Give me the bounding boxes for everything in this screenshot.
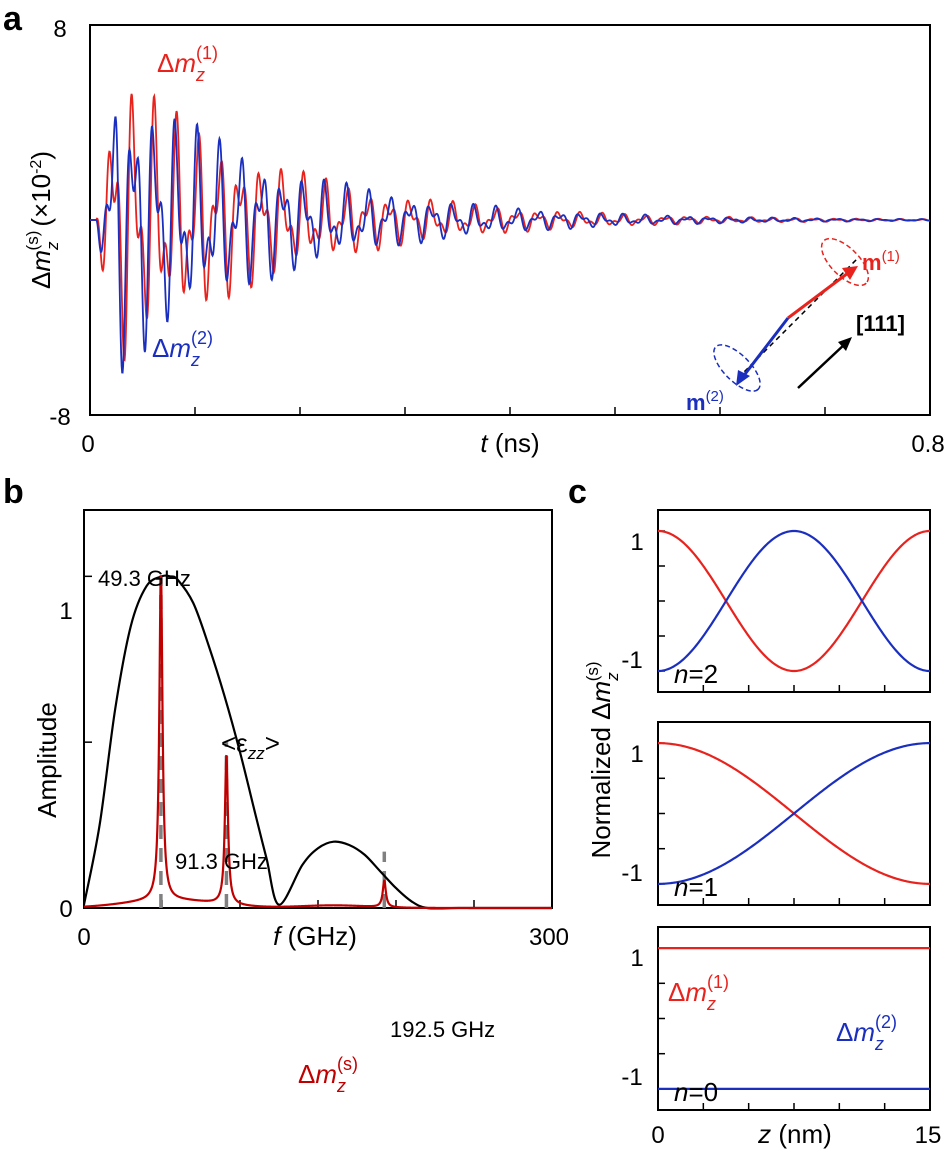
- b-peak-label-2: 91.3 GHz: [175, 849, 268, 874]
- b-ylabel: Amplitude: [32, 702, 62, 818]
- c1-ytick-top: 1: [630, 741, 643, 768]
- inset-m2-arrowhead: [736, 370, 750, 386]
- inset-111-label: [111]: [856, 311, 905, 336]
- c2-ytick-bottom: -1: [621, 647, 642, 674]
- b-xtick-0: 0: [77, 924, 90, 951]
- a-xtick-left: 0: [81, 431, 94, 458]
- b-ytick-1: 1: [59, 598, 72, 625]
- a-legend-m2: Δmz(2): [152, 328, 213, 370]
- precession-inset: m(1) m(2) [111]: [686, 237, 905, 415]
- b-magnetization-curve: [83, 575, 552, 910]
- a-ytick-top: 8: [53, 16, 66, 43]
- c-xlabel: z (nm): [757, 1119, 832, 1149]
- panel-a-label: a: [3, 0, 23, 38]
- c-mode-label-0: n=0: [674, 1077, 718, 1107]
- panel-a-series: [90, 92, 931, 374]
- b-peak-label-3: 192.5 GHz: [390, 1017, 495, 1042]
- c-mode-label-2: n=2: [674, 659, 718, 689]
- c1-ytick-bottom: -1: [621, 860, 642, 887]
- c2-ytick-top: 1: [630, 529, 643, 556]
- inset-m1-orbit: [820, 237, 870, 287]
- b-mag-label: Δmz(s): [298, 1054, 358, 1096]
- a-legend-m1: Δmz(1): [157, 43, 218, 85]
- inset-m2-orbit: [713, 344, 761, 392]
- b-strain-label: <εzz>: [221, 728, 280, 763]
- c-xtick-0: 0: [651, 1122, 664, 1149]
- inset-111-arrowhead: [838, 337, 852, 351]
- panel-b-series: [82, 574, 552, 910]
- inset-m1-label: m(1): [862, 248, 900, 275]
- panel-c-label: c: [568, 473, 587, 511]
- inset-111-arrow: [797, 342, 847, 389]
- a-series-line-2: [90, 116, 931, 374]
- a-series-line-1: [90, 92, 931, 362]
- c-mode-label-1: n=1: [674, 872, 718, 902]
- inset-m2-arrow: [740, 317, 790, 379]
- a-ylabel: Δmz(s)(×10-2): [23, 151, 62, 289]
- panel-c-chart: 1 -1 1 -1 1 -1 0 15 z (nm) Normalized Δm…: [583, 509, 942, 1149]
- a-xlabel: t (ns): [480, 428, 539, 458]
- a-xtick-right: 0.8: [911, 431, 944, 458]
- panel-a-ticks: [89, 24, 931, 416]
- inset-m1-arrow: [787, 268, 853, 320]
- b-xlabel: f (GHz): [273, 921, 357, 951]
- c0-ytick-top: 1: [630, 945, 643, 972]
- panel-a-chart: 8 -8 0 0.8 t (ns) Δmz(s)(×10-2) Δmz(1) Δ…: [23, 16, 945, 458]
- c-xtick-15: 15: [915, 1122, 942, 1149]
- a-ytick-bottom: -8: [49, 404, 70, 431]
- c-legend-m2: Δmz(2): [836, 1012, 897, 1054]
- c-ylabel: Normalized Δmz(s): [583, 661, 622, 858]
- panel-b-label: b: [3, 473, 24, 511]
- b-strain-curve: [82, 574, 552, 910]
- c-series-line-n1-2: [658, 742, 930, 885]
- b-peak-label-1: 49.3 GHz: [98, 566, 191, 591]
- inset-m1-arrowhead: [842, 266, 858, 280]
- panel-c-series: [657, 529, 931, 1090]
- inset-m2-label: m(2): [686, 388, 724, 415]
- c-series-line-n2-2: [657, 529, 931, 673]
- c-legend-m1: Δmz(1): [668, 972, 729, 1014]
- c-series-line-n2-1: [657, 529, 931, 673]
- b-ytick-0: 0: [59, 896, 72, 923]
- c0-ytick-bottom: -1: [621, 1064, 642, 1091]
- b-xtick-300: 300: [529, 924, 569, 951]
- panel-b-chart: 1 0 0 300 f (GHz) Amplitude 49.3 GHz 91.…: [32, 509, 569, 1096]
